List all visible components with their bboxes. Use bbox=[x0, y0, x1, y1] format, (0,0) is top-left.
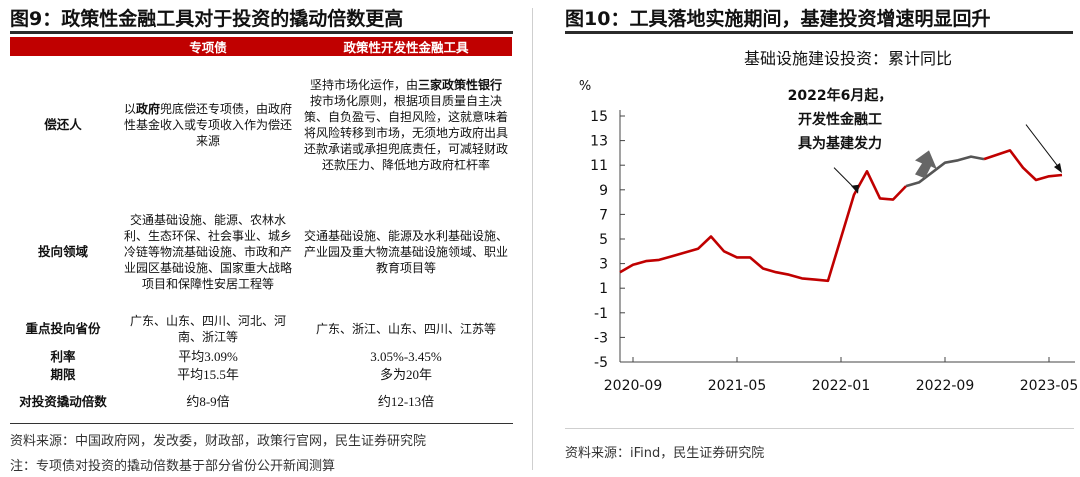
series-line-red-early bbox=[619, 170, 907, 283]
table-row: 重点投向省份 广东、山东、四川、河北、河南、浙江等 广东、浙江、山东、四川、江苏… bbox=[10, 310, 512, 348]
figure9-title: 图9：政策性金融工具对于投资的撬动倍数更高 bbox=[10, 8, 404, 30]
cell-policy-tool: 约12-13倍 bbox=[377, 394, 435, 409]
y-tick-label: 1 bbox=[599, 281, 608, 297]
header-empty bbox=[10, 37, 116, 56]
cell-policy-tool: 广东、浙江、山东、四川、江苏等 bbox=[315, 322, 496, 336]
title-rule bbox=[565, 31, 1073, 34]
y-unit-label: % bbox=[579, 79, 591, 94]
y-tick-label: -5 bbox=[594, 355, 608, 371]
x-axis: 2020-09 2021-05 2022-01 2022-09 2023-05 bbox=[604, 357, 1079, 394]
figure10-title: 图10：工具落地实施期间，基建投资增速明显回升 bbox=[565, 8, 991, 30]
plot-area bbox=[619, 149, 1063, 283]
row-label: 重点投向省份 bbox=[25, 321, 101, 336]
left-source: 资料来源：中国政府网，发改委，财政部，政策行官网，民生证券研究院 bbox=[10, 434, 427, 449]
y-tick-label: 13 bbox=[590, 134, 608, 150]
cell-special-bond: 平均3.09% bbox=[178, 349, 238, 364]
cell-special-bond: 约8-9倍 bbox=[186, 394, 230, 409]
left-note: 注：专项债对投资的撬动倍数基于部分省份公开新闻测算 bbox=[10, 459, 336, 474]
gray-up-arrow-icon bbox=[915, 150, 937, 179]
y-tick-label: 5 bbox=[599, 232, 608, 248]
annotation-arrow-right bbox=[1025, 124, 1061, 170]
cell-special-bond: 交通基础设施、能源、农林水利、生态环保、社会事业、城乡冷链等物流基础设施、市政和… bbox=[123, 213, 292, 291]
x-tick-label: 2021-05 bbox=[708, 378, 767, 394]
table-row: 利率 平均3.09% 3.05%-3.45% bbox=[10, 348, 512, 366]
table-row: 期限 平均15.5年 多为20年 bbox=[10, 366, 512, 384]
table-row: 对投资撬动倍数 约8-9倍 约12-13倍 bbox=[10, 384, 512, 420]
table-row: 投向领域 交通基础设施、能源、农林水利、生态环保、社会事业、城乡冷链等物流基础设… bbox=[10, 194, 512, 310]
y-axis: 15 13 11 9 7 5 3 1 -1 -3 -5 bbox=[590, 109, 625, 371]
annotation-arrowhead-right bbox=[1054, 163, 1062, 174]
source-rule bbox=[565, 428, 1074, 429]
annotation-arrowhead-left bbox=[851, 184, 859, 194]
series-line-gray-tool-period bbox=[905, 155, 985, 188]
title-rule bbox=[10, 31, 513, 34]
annotation-text: 开发性金融工 bbox=[798, 111, 882, 128]
header-special-bond: 专项债 bbox=[116, 37, 300, 56]
y-tick-label: 7 bbox=[599, 207, 608, 223]
y-tick-label: 9 bbox=[599, 183, 608, 199]
cell-policy-tool: 交通基础设施、能源及水利基础设施、产业园及重大物流基础设施领域、职业教育项目等 bbox=[304, 229, 509, 275]
cell-special-bond: 广东、山东、四川、河北、河南、浙江等 bbox=[129, 314, 286, 344]
y-tick-label: 11 bbox=[590, 158, 608, 174]
y-tick-label: -1 bbox=[594, 306, 608, 322]
y-tick-label: 15 bbox=[590, 109, 608, 125]
y-tick-label: 3 bbox=[599, 257, 608, 273]
cell-policy-tool: 坚持市场化运作，由三家政策性银行按市场化原则，根据项目质量自主决策、自负盈亏、自… bbox=[304, 78, 509, 172]
y-tick-label: -3 bbox=[594, 330, 608, 346]
chart-background bbox=[548, 40, 1080, 408]
annotation-text: 2022年6月起， bbox=[788, 87, 893, 104]
row-label: 利率 bbox=[50, 349, 76, 364]
header-policy-tool: 政策性开发性金融工具 bbox=[300, 37, 512, 56]
cell-policy-tool: 3.05%-3.45% bbox=[370, 349, 442, 364]
panel-divider bbox=[532, 8, 533, 470]
x-tick-label: 2022-01 bbox=[812, 378, 871, 394]
comparison-table: 专项债 政策性开发性金融工具 偿还人 以政府兜底偿还专项债，由政府性基金收入或专… bbox=[10, 37, 512, 420]
row-label: 投向领域 bbox=[37, 244, 88, 259]
row-label: 偿还人 bbox=[44, 117, 82, 132]
series-line-red-late bbox=[983, 149, 1063, 182]
table-row: 偿还人 以政府兜底偿还专项债，由政府性基金收入或专项收入作为偿还来源 坚持市场化… bbox=[10, 56, 512, 194]
row-label: 期限 bbox=[50, 367, 76, 382]
x-tick-label: 2020-09 bbox=[604, 378, 663, 394]
row-label: 对投资撬动倍数 bbox=[19, 394, 107, 409]
cell-policy-tool: 多为20年 bbox=[379, 367, 432, 382]
chart-title: 基础设施建设投资：累计同比 bbox=[744, 49, 952, 68]
table-header-row: 专项债 政策性开发性金融工具 bbox=[10, 37, 512, 56]
x-tick-label: 2023-05 bbox=[1020, 378, 1079, 394]
table-bottom-rule bbox=[10, 423, 513, 424]
infrastructure-investment-chart: 基础设施建设投资：累计同比 % 15 13 11 9 7 5 3 1 -1 -3 -5 2020-0… bbox=[548, 40, 1080, 408]
annotation-text: 具为基建发力 bbox=[797, 135, 882, 152]
x-tick-label: 2022-09 bbox=[916, 378, 975, 394]
cell-special-bond: 以政府兜底偿还专项债，由政府性基金收入或专项收入作为偿还来源 bbox=[123, 102, 293, 148]
cell-special-bond: 平均15.5年 bbox=[177, 367, 239, 382]
right-source: 资料来源：iFind，民生证券研究院 bbox=[565, 446, 765, 461]
